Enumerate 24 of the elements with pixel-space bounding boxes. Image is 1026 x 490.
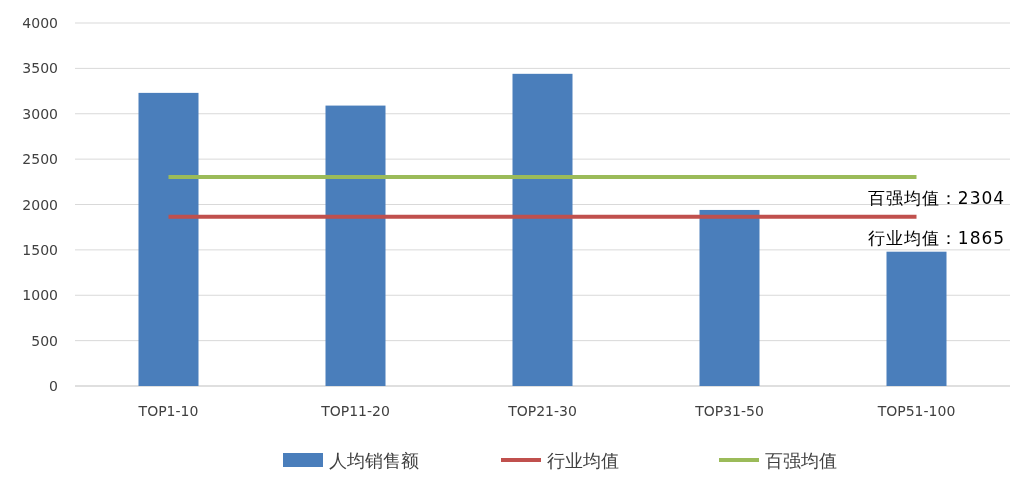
y-tick-label: 1500 [22, 241, 58, 258]
y-tick-label: 3000 [22, 105, 58, 122]
y-tick-label: 4000 [22, 15, 58, 31]
x-tick-label: TOP31-50 [694, 403, 764, 419]
y-tick-label: 2000 [22, 196, 58, 213]
annotation: 行业均值：1865 [867, 227, 1006, 248]
y-tick-label: 0 [49, 378, 58, 394]
x-tick-label: TOP11-20 [320, 403, 390, 419]
y-tick-label: 2500 [22, 151, 58, 168]
bar [699, 209, 760, 386]
legend-label: 人均销售额 [329, 450, 419, 471]
y-tick-label: 3500 [22, 60, 58, 77]
x-tick-label: TOP51-100 [876, 403, 956, 419]
bar [138, 92, 199, 386]
bar [512, 73, 573, 386]
bar [325, 105, 386, 386]
y-tick-label: 500 [31, 332, 58, 349]
y-tick-label: 1000 [22, 287, 58, 304]
legend-label: 行业均值 [547, 450, 619, 471]
annotation: 百强均值：2304 [867, 187, 1006, 208]
bar [886, 251, 947, 386]
x-tick-label: TOP21-30 [507, 403, 577, 419]
legend-label: 百强均值 [765, 450, 837, 471]
x-tick-label: TOP1-10 [137, 403, 199, 419]
